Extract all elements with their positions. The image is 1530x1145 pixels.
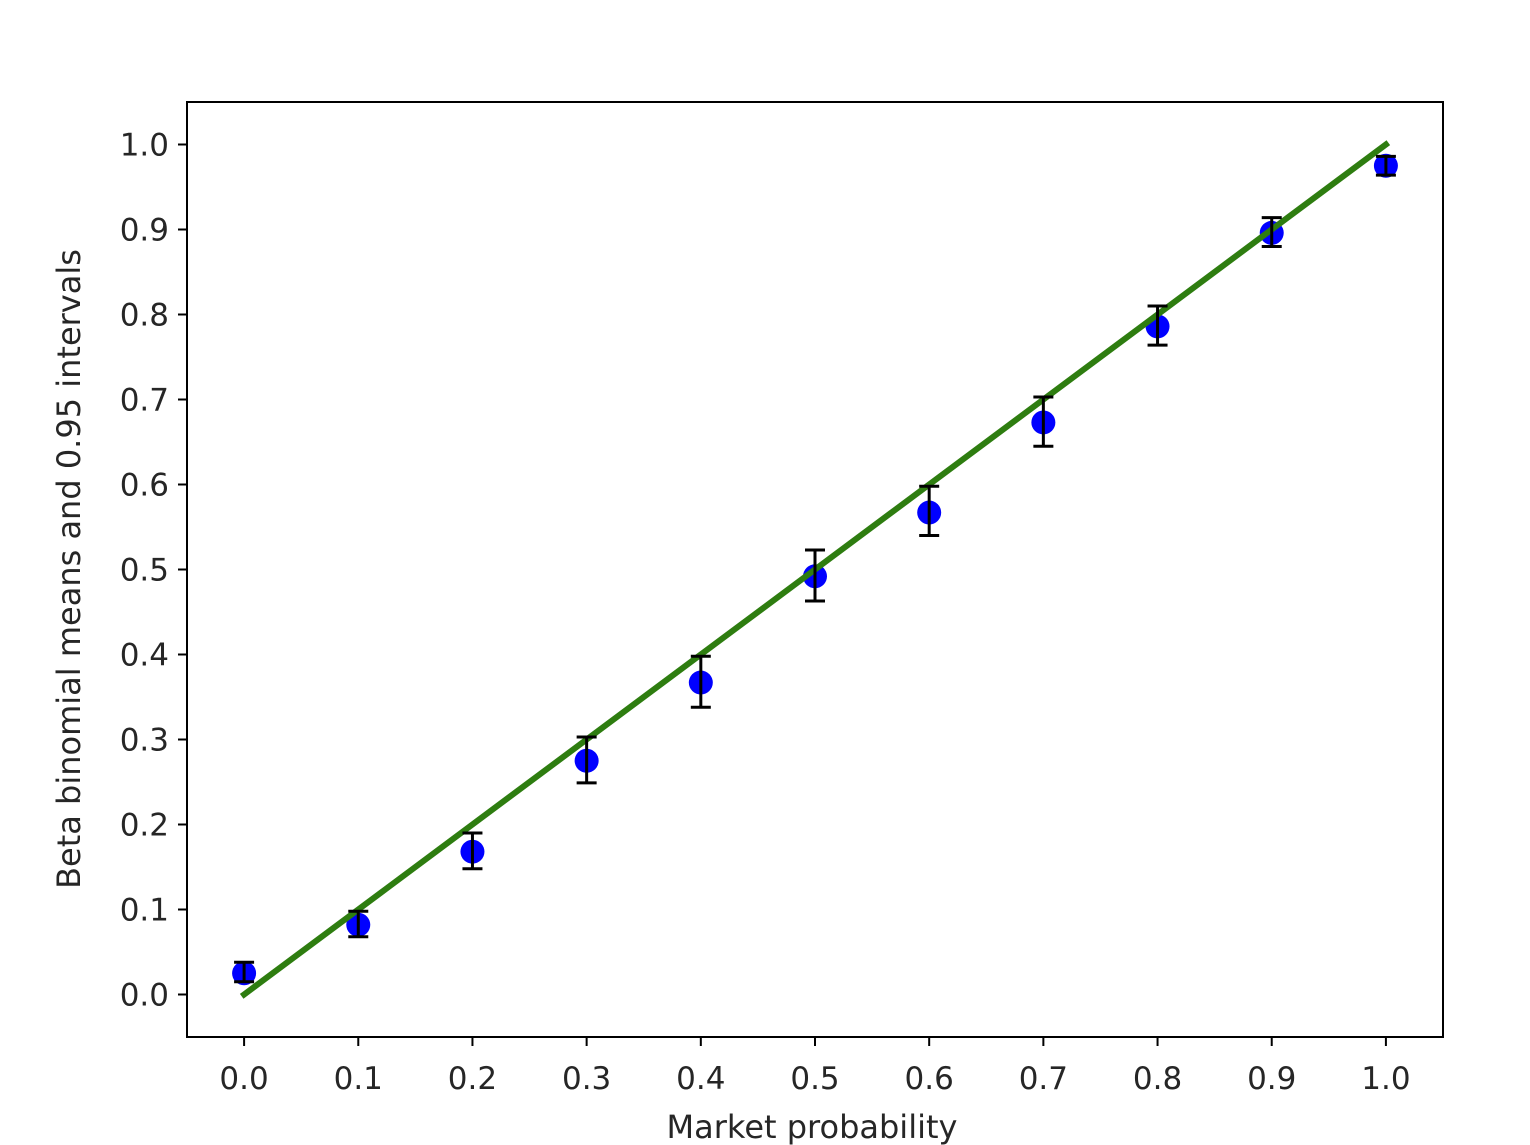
error-bar [690, 654, 711, 709]
y-tick-label: 1.0 [120, 128, 169, 164]
y-axis: 0.0 0.1 0.2 0.3 0.4 0.5 0.6 0.7 0.8 0.9 1.0 [120, 128, 187, 1014]
x-tick-label: 0.4 [676, 1061, 725, 1097]
data-marks [232, 140, 1398, 999]
error-bar [1147, 304, 1168, 347]
y-tick-label: 0.8 [120, 298, 169, 334]
error-bar [1375, 154, 1396, 177]
x-tick-label: 0.0 [219, 1061, 268, 1097]
x-tick-label: 0.8 [1133, 1061, 1182, 1097]
y-tick-label: 0.9 [120, 213, 169, 249]
y-tick-label: 0.6 [120, 468, 169, 504]
x-tick-label: 1.0 [1361, 1061, 1410, 1097]
x-tick-label: 0.6 [905, 1061, 954, 1097]
y-tick-label: 0.3 [120, 723, 169, 759]
error-bar [919, 484, 940, 537]
y-tick-label: 0.4 [120, 638, 169, 674]
error-bar [576, 735, 597, 785]
y-tick-label: 0.7 [120, 383, 169, 419]
x-axis: 0.0 0.1 0.2 0.3 0.4 0.5 0.6 0.7 0.8 0.9 1.0 [219, 1037, 1411, 1097]
y-tick-label: 0.5 [120, 553, 169, 589]
x-tick-label: 0.7 [1019, 1061, 1068, 1097]
error-bar [462, 831, 483, 871]
y-tick-label: 0.1 [120, 893, 169, 929]
x-tick-label: 0.3 [562, 1061, 611, 1097]
y-tick-label: 0.2 [120, 808, 169, 844]
x-tick-label: 0.5 [790, 1061, 839, 1097]
y-axis-label: Beta binomial means and 0.95 intervals [50, 249, 88, 889]
x-tick-label: 0.9 [1247, 1061, 1296, 1097]
error-bar [348, 909, 369, 939]
error-bar [234, 960, 255, 984]
error-bar [1033, 395, 1054, 448]
y-tick-label: 0.0 [120, 978, 169, 1014]
error-bar [805, 548, 825, 603]
x-tick-label: 0.2 [448, 1061, 497, 1097]
x-axis-label: Market probability [667, 1108, 958, 1145]
x-tick-label: 0.1 [334, 1061, 383, 1097]
error-bar [1261, 216, 1282, 248]
